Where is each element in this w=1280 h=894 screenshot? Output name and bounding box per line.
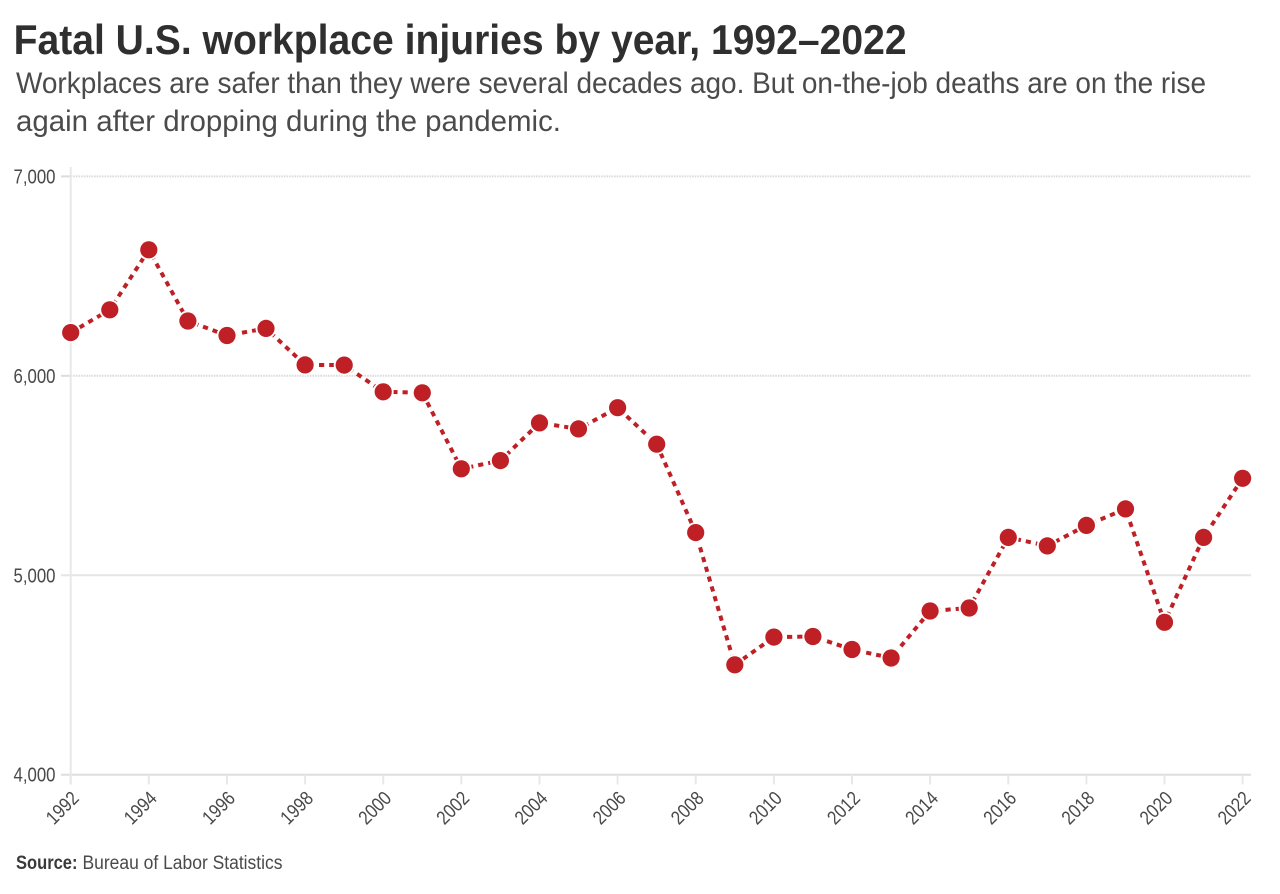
svg-text:Source:: Source: bbox=[16, 853, 78, 874]
svg-text:again after dropping during th: again after dropping during the pandemic… bbox=[16, 105, 561, 138]
svg-text:Workplaces are safer than they: Workplaces are safer than they were seve… bbox=[16, 67, 1206, 100]
svg-text:7,000: 7,000 bbox=[14, 166, 56, 188]
svg-text:Bureau of Labor Statistics: Bureau of Labor Statistics bbox=[83, 853, 283, 874]
svg-text:5,000: 5,000 bbox=[14, 565, 56, 587]
svg-text:Fatal U.S. workplace injuries: Fatal U.S. workplace injuries by year, 1… bbox=[14, 16, 907, 63]
svg-text:4,000: 4,000 bbox=[14, 765, 56, 787]
svg-text:6,000: 6,000 bbox=[14, 366, 56, 388]
